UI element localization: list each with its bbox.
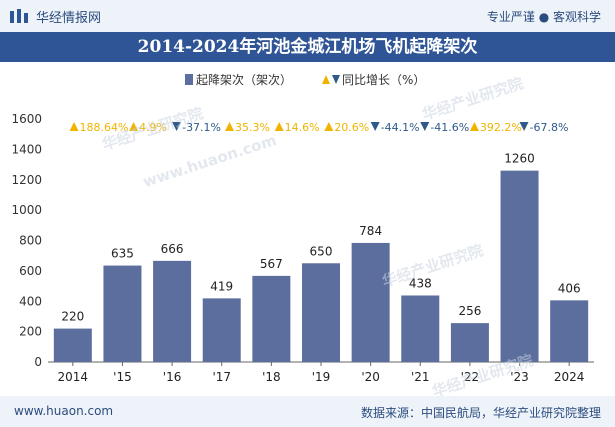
logo-icon xyxy=(10,9,28,23)
bar xyxy=(450,323,489,362)
growth-label: -41.6% xyxy=(430,121,469,134)
bar xyxy=(153,260,192,362)
bar-value-label: 256 xyxy=(458,304,481,318)
top-bar: 华经情报网 专业严谨 ● 客观科学 xyxy=(0,0,615,32)
legend-label-count: 起降架次（架次） xyxy=(196,73,292,87)
growth-down-triangle-icon xyxy=(172,122,182,131)
bar xyxy=(550,300,589,362)
bar-value-label: 650 xyxy=(310,244,333,258)
growth-label: 4.9% xyxy=(139,121,167,134)
x-tick-label: '23 xyxy=(510,370,529,384)
bar-value-label: 419 xyxy=(210,279,233,293)
tagline: 专业严谨 ● 客观科学 xyxy=(486,10,601,24)
y-tick-label: 800 xyxy=(19,234,42,248)
growth-down-triangle-icon xyxy=(420,122,430,131)
x-tick-label: '20 xyxy=(361,370,380,384)
growth-label: -67.8% xyxy=(530,121,569,134)
y-tick-label: 600 xyxy=(19,264,42,278)
legend-down-triangle-icon xyxy=(332,75,340,84)
x-tick-label: '19 xyxy=(312,370,331,384)
bar-value-label: 1260 xyxy=(504,152,535,166)
growth-label: 392.2% xyxy=(480,121,522,134)
bar xyxy=(351,242,390,362)
growth-up-triangle-icon xyxy=(469,122,479,131)
bar-value-label: 406 xyxy=(558,281,581,295)
growth-down-triangle-icon xyxy=(519,122,529,131)
x-tick-label: '18 xyxy=(262,370,281,384)
bar-chart: 起降架次（架次） 同比增长（%） 0 200 400 600 800 1000 1200 1400… xyxy=(11,73,594,384)
footer-url: www.huaon.com xyxy=(14,404,114,418)
y-tick-label: 0 xyxy=(34,355,42,369)
growth-label: 188.64% xyxy=(80,121,129,134)
bar-value-label: 567 xyxy=(260,257,283,271)
legend-swatch-count xyxy=(185,74,193,85)
y-tick-label: 1200 xyxy=(11,173,42,187)
x-tick-label: '16 xyxy=(163,370,182,384)
bar-value-label: 438 xyxy=(409,276,432,290)
bar xyxy=(302,263,340,362)
data-source: 数据来源：中国民航局，华经产业研究院整理 xyxy=(360,406,601,420)
y-tick-label: 200 xyxy=(19,325,42,339)
x-tick-label: '21 xyxy=(411,370,430,384)
bar-value-label: 784 xyxy=(359,224,382,238)
x-tick-label: '15 xyxy=(113,370,132,384)
growth-label: -37.1% xyxy=(182,121,221,134)
bar xyxy=(401,295,440,362)
x-tick-label: 2024 xyxy=(554,370,585,384)
bar xyxy=(500,170,539,362)
bar xyxy=(53,328,92,362)
bar xyxy=(202,298,241,362)
growth-up-triangle-icon xyxy=(129,122,139,131)
title-band: 2014-2024年河池金城江机场飞机起降架次 xyxy=(0,32,615,62)
bar xyxy=(252,275,291,362)
bar-value-label: 635 xyxy=(111,247,134,261)
chart-title: 2014-2024年河池金城江机场飞机起降架次 xyxy=(137,37,478,57)
growth-label: 35.3% xyxy=(235,121,270,134)
x-tick-label: '22 xyxy=(461,370,480,384)
growth-up-triangle-icon xyxy=(69,122,79,131)
growth-up-triangle-icon xyxy=(274,122,284,131)
y-tick-label: 400 xyxy=(19,294,42,308)
bar-value-label: 666 xyxy=(161,242,184,256)
y-tick-label: 1600 xyxy=(11,112,42,126)
legend-label-growth: 同比增长（%） xyxy=(342,73,425,87)
y-tick-label: 1000 xyxy=(11,203,42,217)
growth-label: 20.6% xyxy=(334,121,369,134)
legend-up-triangle-icon xyxy=(322,75,330,84)
logo-text: 华经情报网 xyxy=(36,11,102,26)
bar xyxy=(103,265,142,362)
growth-down-triangle-icon xyxy=(370,122,380,131)
x-tick-label: 2014 xyxy=(58,370,89,384)
x-tick-label: '17 xyxy=(212,370,231,384)
footer-bar: www.huaon.com 数据来源：中国民航局，华经产业研究院整理 xyxy=(0,396,615,427)
growth-up-triangle-icon xyxy=(324,122,334,131)
growth-label: -44.1% xyxy=(381,121,420,134)
y-tick-label: 1400 xyxy=(11,142,42,156)
bar-value-label: 220 xyxy=(61,310,84,324)
growth-up-triangle-icon xyxy=(225,122,235,131)
growth-label: 14.6% xyxy=(285,121,320,134)
